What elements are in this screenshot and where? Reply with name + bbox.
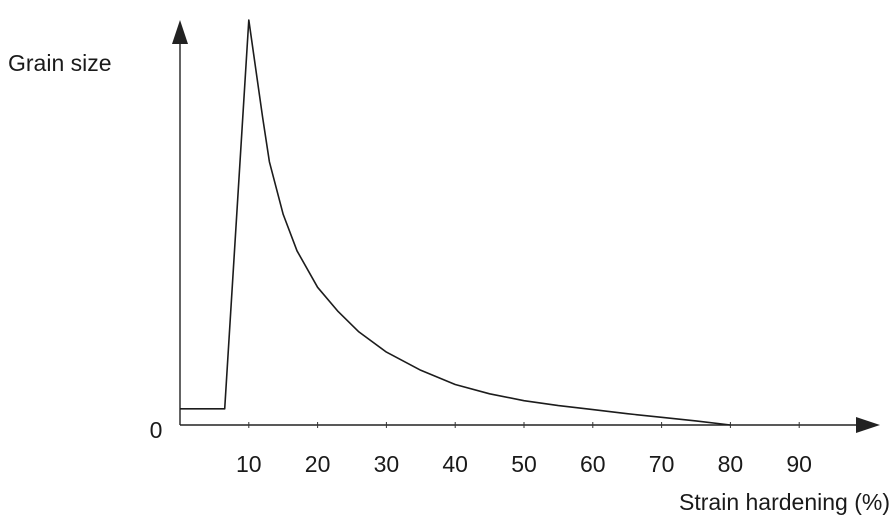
series-point: [523, 400, 525, 402]
x-axis-arrow-icon: [856, 417, 880, 433]
series-point: [179, 408, 181, 410]
series-point: [358, 331, 360, 333]
series-points: [179, 19, 731, 426]
series-point: [454, 384, 456, 386]
series-point: [262, 116, 264, 118]
series-point: [386, 351, 388, 353]
x-tick-label: 40: [442, 451, 468, 477]
x-tick-label: 50: [511, 451, 537, 477]
x-tick-label: 20: [305, 451, 331, 477]
x-ticks: [248, 422, 800, 428]
series-point: [296, 250, 298, 252]
series-line: [180, 19, 731, 426]
series-point: [337, 311, 339, 313]
x-tick-label: 30: [374, 451, 400, 477]
x-tick-labels: 10 20 30 40 50 60 70 80 90: [236, 451, 812, 477]
series-point: [255, 68, 257, 70]
axes: [172, 20, 880, 433]
series-point: [626, 413, 628, 415]
x-tick-label: 10: [236, 451, 262, 477]
x-axis-title: Strain hardening (%): [679, 489, 890, 515]
series-point: [661, 417, 663, 419]
y-axis-title: Grain size: [8, 50, 112, 76]
series-point: [224, 408, 226, 410]
series-point: [730, 424, 732, 426]
series-point: [695, 420, 697, 422]
series-point: [248, 19, 250, 21]
series-point: [489, 393, 491, 395]
series-point: [558, 405, 560, 407]
y-axis-arrow-icon: [172, 20, 188, 44]
x-tick-label: 80: [718, 451, 744, 477]
y-origin-label: 0: [150, 417, 163, 443]
x-tick-label: 90: [786, 451, 812, 477]
series-point: [282, 214, 284, 216]
series-point: [269, 161, 271, 163]
series-point: [420, 370, 422, 372]
x-tick-label: 70: [649, 451, 675, 477]
series-point: [317, 287, 319, 289]
series-point: [592, 409, 594, 411]
x-tick-label: 60: [580, 451, 606, 477]
